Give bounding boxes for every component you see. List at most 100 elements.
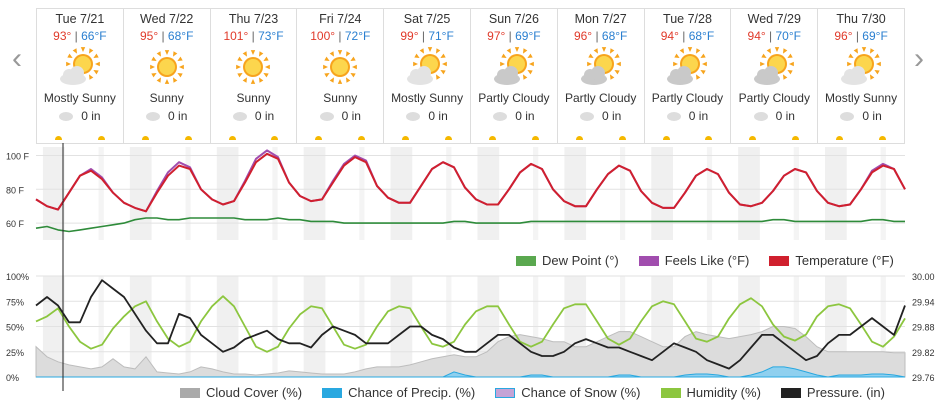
- day-temps: 99° | 71°F: [384, 29, 470, 43]
- night-band: [564, 147, 587, 240]
- precip-row: 0 in: [818, 109, 904, 123]
- temp-separator: |: [765, 29, 776, 43]
- high-temp: 96°: [834, 29, 853, 43]
- day-card[interactable]: Sun 7/26 97° | 69°F Partly Cloudy 0 in: [470, 8, 558, 144]
- precip-amount: 0 in: [775, 109, 795, 123]
- y-tick-label: 60 F: [6, 219, 25, 229]
- y-tick-label-right: 30.00: [912, 272, 935, 282]
- sunrise-icon: [749, 136, 757, 140]
- sunny-icon: [211, 45, 297, 89]
- raindrop-icon: [406, 111, 421, 121]
- next-arrow-icon[interactable]: ›: [914, 42, 924, 75]
- day-temps: 95° | 68°F: [124, 29, 210, 43]
- y-tick-label-left: 100%: [6, 272, 29, 282]
- temp-separator: |: [418, 29, 429, 43]
- temperature-chart: 100 F 80 F 60 F 100% 30.00 75% 29.94 50% 29.88 25…: [6, 143, 935, 391]
- night-band: [359, 147, 365, 240]
- night-band: [216, 147, 239, 240]
- prev-arrow-icon[interactable]: ‹: [12, 42, 22, 75]
- condition-text: Sunny: [149, 91, 184, 105]
- day-card[interactable]: Wed 7/22 95° | 68°F Sunny 0 in: [123, 8, 211, 144]
- y-tick-label: 80 F: [6, 185, 25, 195]
- condition-text: Partly Cloudy: [478, 91, 550, 105]
- sunrise-icon: [836, 136, 844, 140]
- sun-times: [211, 134, 297, 140]
- night-band: [793, 147, 799, 240]
- series-line: [35, 217, 905, 233]
- night-band: [706, 147, 713, 240]
- partly-cloudy-icon: [731, 45, 817, 89]
- day-card[interactable]: Tue 7/28 94° | 68°F Partly Cloudy 0 in: [644, 8, 732, 144]
- condition-text: Mostly Sunny: [391, 91, 464, 105]
- temp-separator: |: [592, 29, 602, 43]
- legend-temperature: Temperature (°F): [795, 253, 894, 268]
- partly-cloudy-icon: [558, 45, 644, 89]
- legend-dew-point: Dew Point (°): [542, 253, 619, 268]
- day-date: Thu 7/30: [836, 12, 886, 26]
- snow-swatch: [495, 387, 516, 398]
- legend-precip: Chance of Precip. (%): [348, 385, 476, 400]
- day-card[interactable]: Tue 7/21 93° | 66°F Mostly Sunny 0 in: [36, 8, 124, 144]
- y-tick-label-left: 75%: [6, 297, 24, 307]
- day-card[interactable]: Thu 7/23 101° | 73°F Sunny 0 in: [210, 8, 298, 144]
- y-tick-label-left: 25%: [6, 348, 24, 358]
- sunset-icon: [705, 136, 713, 140]
- night-band: [619, 147, 626, 240]
- high-temp: 96°: [573, 29, 593, 43]
- condition-text: Mostly Sunny: [825, 91, 898, 105]
- sun-times: [124, 134, 210, 140]
- series-line: [35, 149, 906, 213]
- sunrise-icon: [315, 136, 323, 140]
- temp-separator: |: [505, 29, 516, 43]
- condition-text: Mostly Sunny: [43, 91, 116, 105]
- high-temp: 97°: [487, 29, 506, 43]
- precip-row: 0 in: [384, 109, 470, 123]
- sun-times: [558, 134, 644, 140]
- y-tick-label-right: 29.88: [912, 323, 935, 333]
- raindrop-icon: [753, 111, 768, 121]
- precip-amount: 0 in: [862, 109, 882, 123]
- high-temp: 99°: [400, 29, 419, 43]
- day-date: Wed 7/29: [747, 12, 801, 26]
- raindrop-icon: [59, 111, 74, 121]
- day-date: Tue 7/21: [55, 12, 105, 26]
- legend-humidity: Humidity (%): [686, 385, 761, 400]
- partly-cloudy-icon: [471, 45, 557, 89]
- sunrise-icon: [402, 136, 410, 140]
- day-temps: 97° | 69°F: [471, 29, 557, 43]
- sunrise-icon: [55, 136, 62, 140]
- day-card[interactable]: Thu 7/30 96° | 69°F Mostly Sunny 0 in: [818, 8, 905, 144]
- day-temps: 93° | 66°F: [37, 29, 123, 43]
- sun-times: [384, 134, 470, 140]
- sunny-icon: [124, 45, 210, 89]
- sun-times: [37, 134, 123, 140]
- precip-amount: 0 in: [515, 109, 535, 123]
- high-temp: 95°: [139, 29, 159, 43]
- day-temps: 96° | 69°F: [818, 29, 904, 43]
- temp-legend: Dew Point (°) Feels Like (°F) Temperatur…: [516, 253, 894, 268]
- partly-sunny-icon: [384, 45, 470, 89]
- low-temp: 70°F: [775, 29, 801, 43]
- series-line: [35, 279, 906, 370]
- night-band: [446, 147, 452, 240]
- sunset-icon: [618, 136, 626, 140]
- precip-row: 0 in: [471, 109, 557, 123]
- precip-row: 0 in: [558, 109, 644, 123]
- sunset-icon: [271, 136, 279, 140]
- sunrise-icon: [575, 136, 583, 140]
- precip-row: 0 in: [645, 109, 731, 123]
- sunset-icon: [531, 136, 539, 140]
- temp-separator: |: [248, 29, 259, 43]
- day-card[interactable]: Sat 7/25 99° | 71°F Mostly Sunny 0 in: [384, 8, 471, 144]
- legend-cloud-cover: Cloud Cover (%): [206, 385, 303, 400]
- day-card[interactable]: Wed 7/29 94° | 70°F Partly Cloudy 0 in: [731, 8, 819, 144]
- low-temp: 68°F: [601, 29, 628, 43]
- y-tick-label-right: 29.82: [912, 348, 935, 358]
- condition-text: Sunny: [323, 91, 358, 105]
- pressure-swatch: [780, 387, 801, 398]
- y-tick-label-right: 29.94: [912, 297, 935, 307]
- day-card[interactable]: Mon 7/27 96° | 68°F Partly Cloudy 0 in: [557, 8, 645, 144]
- condition-text: Partly Cloudy: [564, 91, 637, 105]
- day-card[interactable]: Fri 7/24 100° | 72°F Sunny 0 in: [297, 8, 385, 144]
- precip-amount: 0 in: [254, 109, 275, 123]
